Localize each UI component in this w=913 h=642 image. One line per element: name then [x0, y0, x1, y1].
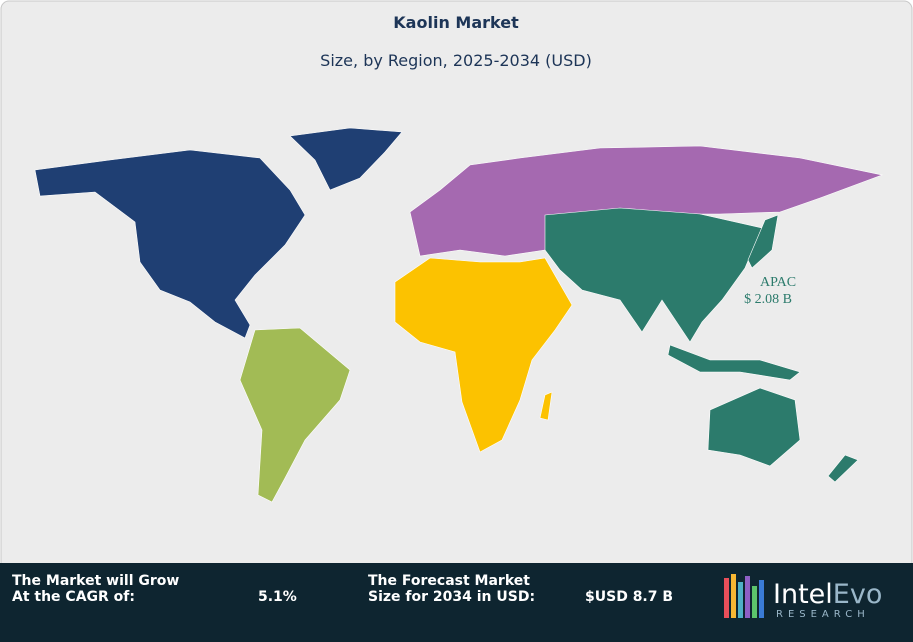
region-value: $ 2.08 B: [744, 292, 792, 307]
logo-tagline: RESEARCH: [776, 609, 870, 620]
south-america: [239, 327, 351, 503]
africa: [394, 257, 573, 453]
cagr-label: At the CAGR of:: [12, 589, 135, 605]
logo-name-b: Evo: [833, 579, 883, 610]
new-zealand: [827, 454, 859, 483]
subtitle: Size, by Region, 2025-2034 (USD): [320, 51, 592, 70]
logo-icon: [724, 574, 764, 618]
greenland: [289, 127, 403, 191]
japan: [747, 214, 779, 269]
logo-name: IntelEvo: [773, 579, 882, 610]
australia: [707, 387, 801, 467]
forecast-value: $USD 8.7 B: [585, 589, 673, 605]
indonesia: [667, 344, 801, 381]
region-label: APAC: [760, 275, 796, 290]
forecast-label: The Forecast Market: [368, 573, 530, 589]
title: Kaolin Market: [393, 13, 519, 32]
forecast-label: Size for 2034 in USD:: [368, 589, 535, 605]
logo-name-a: Intel: [773, 579, 833, 610]
cagr-label: The Market will Grow: [12, 573, 179, 589]
world-map: [34, 127, 884, 503]
europe-russia: [409, 145, 884, 257]
north-america: [34, 149, 306, 339]
madagascar: [539, 391, 553, 421]
asia: [544, 207, 763, 343]
cagr-value: 5.1%: [258, 589, 297, 605]
